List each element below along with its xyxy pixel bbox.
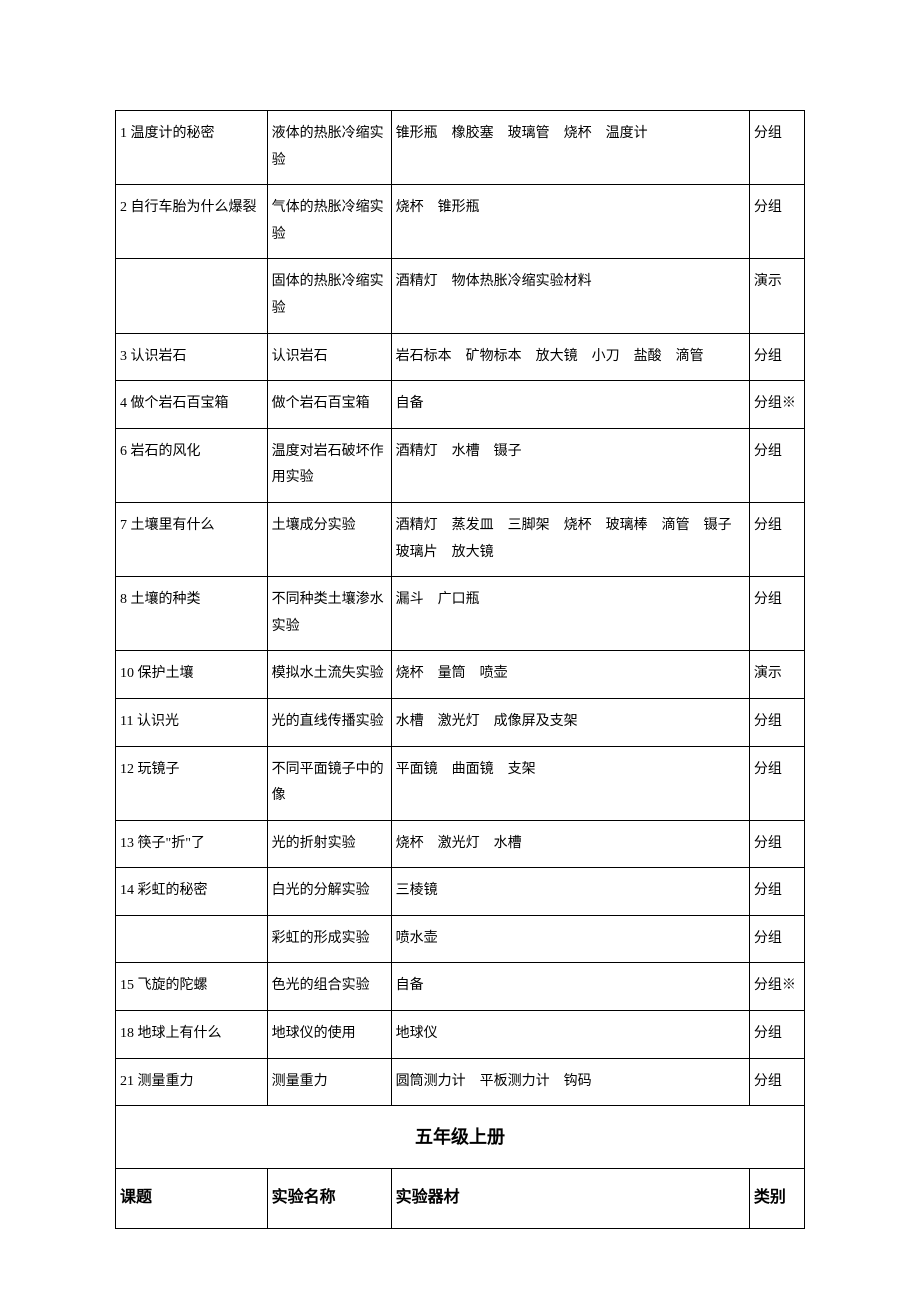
table-cell-c4: 分组 bbox=[749, 746, 804, 820]
table-cell-c3: 锥形瓶 橡胶塞 玻璃管 烧杯 温度计 bbox=[391, 111, 749, 185]
table-cell-c3: 自备 bbox=[391, 963, 749, 1011]
table-cell-c4: 分组 bbox=[749, 111, 804, 185]
table-cell-c2: 不同平面镜子中的像 bbox=[267, 746, 391, 820]
table-cell-c2: 固体的热胀冷缩实验 bbox=[267, 259, 391, 333]
table-cell-c4: 分组 bbox=[749, 333, 804, 381]
table-cell-c1: 11 认识光 bbox=[116, 698, 268, 746]
table-cell-c2: 不同种类土壤渗水实验 bbox=[267, 577, 391, 651]
table-cell-c2: 光的折射实验 bbox=[267, 820, 391, 868]
table-cell-c4: 分组 bbox=[749, 820, 804, 868]
table-cell-c3: 烧杯 激光灯 水槽 bbox=[391, 820, 749, 868]
table-cell-c2: 气体的热胀冷缩实验 bbox=[267, 185, 391, 259]
table-row: 18 地球上有什么地球仪的使用地球仪分组 bbox=[116, 1011, 805, 1059]
table-row: 6 岩石的风化温度对岩石破坏作用实验酒精灯 水槽 镊子分组 bbox=[116, 428, 805, 502]
table-cell-c1: 6 岩石的风化 bbox=[116, 428, 268, 502]
table-cell-c1: 7 土壤里有什么 bbox=[116, 502, 268, 576]
table-cell-c2: 做个岩石百宝箱 bbox=[267, 381, 391, 429]
table-cell-c3: 岩石标本 矿物标本 放大镜 小刀 盐酸 滴管 bbox=[391, 333, 749, 381]
header-row: 课题实验名称实验器材类别 bbox=[116, 1169, 805, 1228]
table-cell-c4: 演示 bbox=[749, 259, 804, 333]
table-row: 4 做个岩石百宝箱做个岩石百宝箱自备分组※ bbox=[116, 381, 805, 429]
table-cell-c4: 分组 bbox=[749, 577, 804, 651]
table-cell-c3: 酒精灯 水槽 镊子 bbox=[391, 428, 749, 502]
table-cell-c1: 8 土壤的种类 bbox=[116, 577, 268, 651]
table-row: 14 彩虹的秘密白光的分解实验三棱镜分组 bbox=[116, 868, 805, 916]
table-cell-c1: 1 温度计的秘密 bbox=[116, 111, 268, 185]
table-row: 12 玩镜子不同平面镜子中的像平面镜 曲面镜 支架分组 bbox=[116, 746, 805, 820]
table-cell-c4: 分组 bbox=[749, 698, 804, 746]
table-cell-c4: 演示 bbox=[749, 651, 804, 699]
table-cell-c2: 土壤成分实验 bbox=[267, 502, 391, 576]
table-cell-c1: 4 做个岩石百宝箱 bbox=[116, 381, 268, 429]
section-title: 五年级上册 bbox=[116, 1106, 805, 1169]
table-cell-c1: 15 飞旋的陀螺 bbox=[116, 963, 268, 1011]
table-cell-c4: 分组 bbox=[749, 868, 804, 916]
table-row: 21 测量重力测量重力圆筒测力计 平板测力计 钩码分组 bbox=[116, 1058, 805, 1106]
table-cell-c1 bbox=[116, 915, 268, 963]
table-cell-c1 bbox=[116, 259, 268, 333]
table-cell-c2: 模拟水土流失实验 bbox=[267, 651, 391, 699]
table-cell-c2: 认识岩石 bbox=[267, 333, 391, 381]
table-cell-c4: 分组 bbox=[749, 1058, 804, 1106]
table-row: 3 认识岩石认识岩石岩石标本 矿物标本 放大镜 小刀 盐酸 滴管分组 bbox=[116, 333, 805, 381]
table-cell-c3: 水槽 激光灯 成像屏及支架 bbox=[391, 698, 749, 746]
section-title-row: 五年级上册 bbox=[116, 1106, 805, 1169]
table-cell-c4: 分组 bbox=[749, 915, 804, 963]
table-cell-c4: 分组 bbox=[749, 428, 804, 502]
table-cell-c1: 2 自行车胎为什么爆裂 bbox=[116, 185, 268, 259]
table-cell-c2: 测量重力 bbox=[267, 1058, 391, 1106]
table-row: 7 土壤里有什么土壤成分实验酒精灯 蒸发皿 三脚架 烧杯 玻璃棒 滴管 镊子 玻… bbox=[116, 502, 805, 576]
table-row: 10 保护土壤模拟水土流失实验烧杯 量筒 喷壶演示 bbox=[116, 651, 805, 699]
table-cell-c3: 三棱镜 bbox=[391, 868, 749, 916]
table-cell-c4: 分组 bbox=[749, 185, 804, 259]
table-cell-c2: 光的直线传播实验 bbox=[267, 698, 391, 746]
table-cell-c3: 烧杯 锥形瓶 bbox=[391, 185, 749, 259]
table-row: 11 认识光光的直线传播实验水槽 激光灯 成像屏及支架分组 bbox=[116, 698, 805, 746]
table-row: 彩虹的形成实验喷水壶分组 bbox=[116, 915, 805, 963]
table-row: 2 自行车胎为什么爆裂气体的热胀冷缩实验烧杯 锥形瓶分组 bbox=[116, 185, 805, 259]
table-cell-c2: 彩虹的形成实验 bbox=[267, 915, 391, 963]
table-cell-c1: 21 测量重力 bbox=[116, 1058, 268, 1106]
table-cell-c1: 13 筷子"折"了 bbox=[116, 820, 268, 868]
table-cell-c3: 地球仪 bbox=[391, 1011, 749, 1059]
table-row: 8 土壤的种类不同种类土壤渗水实验漏斗 广口瓶分组 bbox=[116, 577, 805, 651]
table-cell-c2: 白光的分解实验 bbox=[267, 868, 391, 916]
table-cell-c4: 分组 bbox=[749, 502, 804, 576]
table-row: 固体的热胀冷缩实验酒精灯 物体热胀冷缩实验材料演示 bbox=[116, 259, 805, 333]
table-cell-c4: 分组 bbox=[749, 1011, 804, 1059]
experiment-table: 1 温度计的秘密液体的热胀冷缩实验锥形瓶 橡胶塞 玻璃管 烧杯 温度计分组2 自… bbox=[115, 110, 805, 1229]
table-cell-c2: 温度对岩石破坏作用实验 bbox=[267, 428, 391, 502]
table-cell-c1: 18 地球上有什么 bbox=[116, 1011, 268, 1059]
header-cell-c4: 类别 bbox=[749, 1169, 804, 1228]
table-cell-c3: 烧杯 量筒 喷壶 bbox=[391, 651, 749, 699]
table-cell-c3: 喷水壶 bbox=[391, 915, 749, 963]
table-cell-c1: 3 认识岩石 bbox=[116, 333, 268, 381]
table-cell-c1: 12 玩镜子 bbox=[116, 746, 268, 820]
table-cell-c2: 液体的热胀冷缩实验 bbox=[267, 111, 391, 185]
table-row: 1 温度计的秘密液体的热胀冷缩实验锥形瓶 橡胶塞 玻璃管 烧杯 温度计分组 bbox=[116, 111, 805, 185]
table-cell-c3: 平面镜 曲面镜 支架 bbox=[391, 746, 749, 820]
header-cell-c3: 实验器材 bbox=[391, 1169, 749, 1228]
table-cell-c3: 酒精灯 物体热胀冷缩实验材料 bbox=[391, 259, 749, 333]
table-row: 13 筷子"折"了光的折射实验烧杯 激光灯 水槽分组 bbox=[116, 820, 805, 868]
table-cell-c1: 14 彩虹的秘密 bbox=[116, 868, 268, 916]
table-cell-c3: 酒精灯 蒸发皿 三脚架 烧杯 玻璃棒 滴管 镊子 玻璃片 放大镜 bbox=[391, 502, 749, 576]
table-cell-c3: 圆筒测力计 平板测力计 钩码 bbox=[391, 1058, 749, 1106]
table-cell-c4: 分组※ bbox=[749, 381, 804, 429]
header-cell-c1: 课题 bbox=[116, 1169, 268, 1228]
table-cell-c1: 10 保护土壤 bbox=[116, 651, 268, 699]
table-cell-c2: 色光的组合实验 bbox=[267, 963, 391, 1011]
table-cell-c4: 分组※ bbox=[749, 963, 804, 1011]
header-cell-c2: 实验名称 bbox=[267, 1169, 391, 1228]
table-cell-c3: 自备 bbox=[391, 381, 749, 429]
table-cell-c2: 地球仪的使用 bbox=[267, 1011, 391, 1059]
table-row: 15 飞旋的陀螺色光的组合实验自备分组※ bbox=[116, 963, 805, 1011]
table-cell-c3: 漏斗 广口瓶 bbox=[391, 577, 749, 651]
